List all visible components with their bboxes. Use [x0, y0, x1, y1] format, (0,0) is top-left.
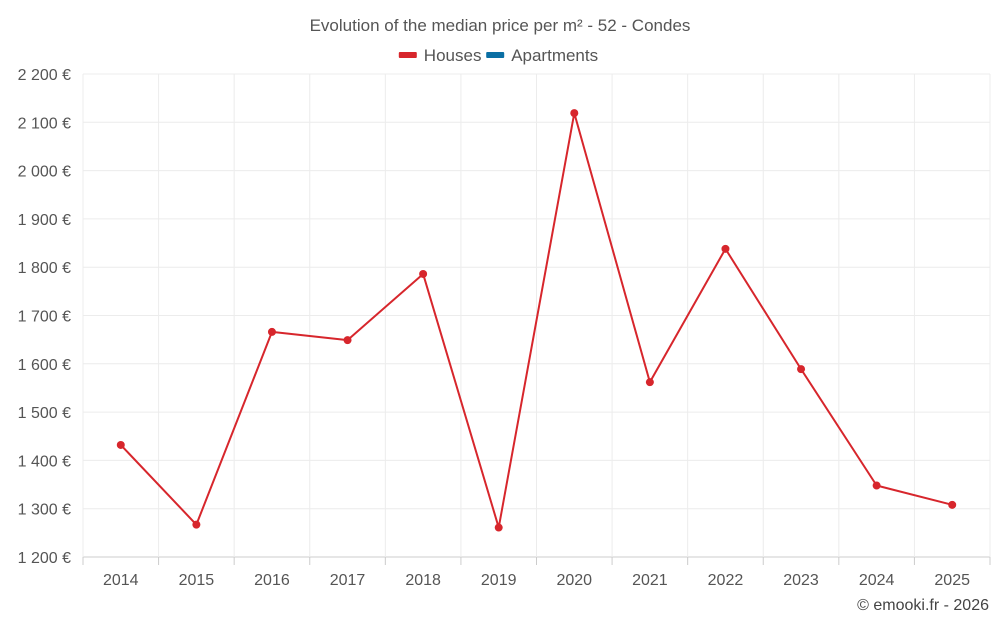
y-tick-label: 2 000 €: [18, 164, 71, 181]
y-tick-label: 1 300 €: [18, 502, 71, 519]
chart-title: Evolution of the median price per m² - 5…: [310, 16, 691, 35]
y-tick-label: 1 800 €: [18, 260, 71, 277]
x-tick-label: 2020: [556, 572, 592, 589]
y-tick-label: 2 100 €: [18, 115, 71, 132]
x-axis-ticks: 2014 2015 2016 2017 2018 2019 2020 2021 2022 2023…: [103, 572, 970, 589]
y-tick-label: 1 200 €: [18, 550, 71, 567]
data-point[interactable]: [192, 520, 201, 529]
legend-label: Apartments: [511, 46, 598, 65]
x-tick-label: 2016: [254, 572, 290, 589]
data-point[interactable]: [116, 440, 125, 449]
legend-item-houses[interactable]: Houses: [398, 46, 482, 65]
x-tick-label: 2021: [632, 572, 668, 589]
y-axis-ticks: 1 200 € 1 300 € 1 400 € 1 500 € 1 600 € 1 700…: [18, 67, 71, 567]
legend[interactable]: Houses Apartments: [398, 46, 598, 65]
y-tick-label: 1 500 €: [18, 405, 71, 422]
legend-swatch: [398, 52, 417, 58]
x-tick-label: 2014: [103, 572, 139, 589]
x-tick-label: 2017: [330, 572, 366, 589]
x-tick-label: 2015: [179, 572, 215, 589]
y-tick-label: 1 900 €: [18, 212, 71, 229]
x-tick-label: 2022: [708, 572, 744, 589]
x-tick-label: 2018: [405, 572, 441, 589]
data-point[interactable]: [343, 336, 352, 345]
data-point[interactable]: [645, 378, 654, 387]
data-point[interactable]: [721, 244, 730, 253]
data-point[interactable]: [494, 523, 503, 532]
credit-text: © emooki.fr - 2026: [857, 597, 989, 614]
y-tick-label: 1 700 €: [18, 309, 71, 326]
data-point[interactable]: [419, 269, 428, 278]
legend-item-apartments[interactable]: Apartments: [486, 46, 598, 65]
data-point[interactable]: [872, 481, 881, 490]
series-line-houses: [120, 112, 953, 529]
y-tick-label: 1 600 €: [18, 357, 71, 374]
x-tick-label: 2019: [481, 572, 517, 589]
series-layer: [116, 109, 957, 532]
data-point[interactable]: [948, 500, 957, 509]
data-point[interactable]: [570, 109, 579, 118]
x-tick-label: 2023: [783, 572, 819, 589]
legend-swatch: [486, 52, 505, 58]
x-tick-label: 2024: [859, 572, 895, 589]
y-tick-label: 1 400 €: [18, 453, 71, 470]
data-point[interactable]: [797, 365, 806, 374]
legend-label: Houses: [424, 46, 482, 65]
data-point[interactable]: [267, 327, 276, 336]
x-tick-label: 2025: [934, 572, 970, 589]
y-tick-label: 2 200 €: [18, 67, 71, 84]
